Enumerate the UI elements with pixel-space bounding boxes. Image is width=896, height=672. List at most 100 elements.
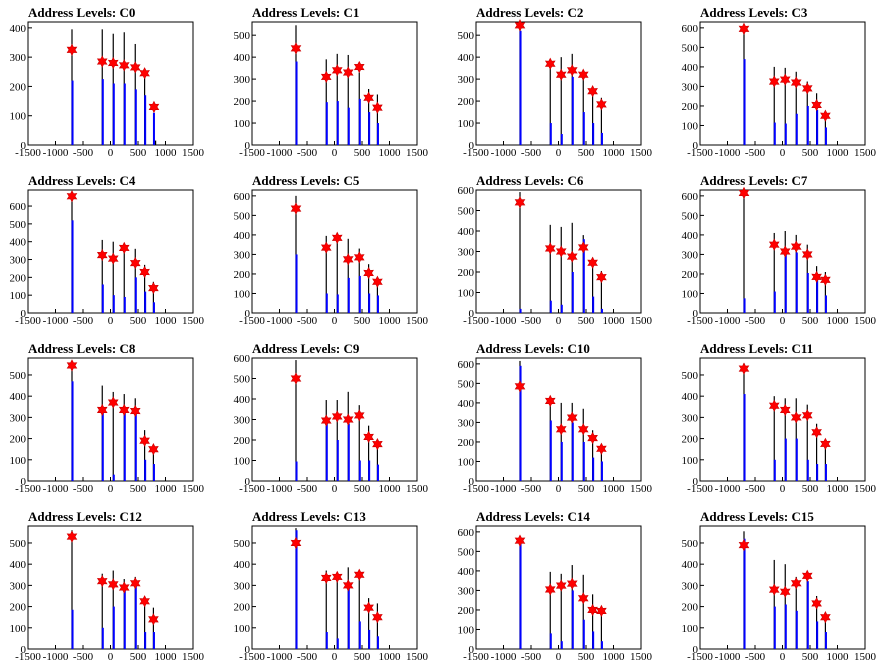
blue-bar: [784, 123, 787, 145]
y-tick-label: 0: [245, 644, 251, 656]
x-tick-label: -500: [745, 651, 766, 663]
black-bar: [152, 281, 154, 313]
blue-bar: [101, 411, 104, 481]
blue-bar: [519, 542, 522, 649]
plot-frame: [475, 357, 642, 482]
blue-bar: [784, 438, 787, 481]
y-tick-label: 200: [458, 96, 475, 108]
x-tick-label: -500: [297, 483, 318, 495]
x-tick-label: -500: [745, 147, 766, 159]
blue-bar: [71, 609, 74, 649]
y-tick-label: 400: [458, 52, 475, 64]
blue-bar: [347, 107, 350, 145]
y-tick-label: 200: [10, 602, 27, 614]
x-tick-label: 0: [780, 315, 786, 327]
chart-title: Address Levels: C8: [28, 341, 136, 356]
blue-bar: [549, 420, 552, 481]
x-tick-label: -1000: [43, 315, 69, 327]
y-tick-label: 100: [682, 288, 699, 300]
peak-marker: [544, 57, 556, 70]
blue-bar: [582, 619, 585, 649]
chart-plot: 0 100 200 300 400 500 600 -1500 -1000 -500 0 500 100…: [234, 189, 429, 327]
blue-bar: [134, 585, 137, 649]
chart-title: Address Levels: C5: [252, 173, 360, 188]
plot-frame: [27, 357, 194, 482]
y-tick-label: 0: [21, 476, 27, 488]
x-tick-label: -500: [521, 651, 542, 663]
x-tick-label: -1000: [267, 651, 293, 663]
black-bar: [824, 612, 826, 649]
x-tick-label: 1000: [155, 147, 178, 159]
chart-plot: 0 100 200 300 400 500 600 -1500 -1000 -500 0 500 100…: [458, 185, 653, 327]
blue-bar: [376, 464, 379, 481]
x-tick-label: 0: [556, 651, 562, 663]
black-bar: [336, 572, 338, 649]
black-bar: [368, 264, 370, 313]
blue-bar: [325, 632, 328, 649]
x-tick-label: -1000: [267, 315, 293, 327]
blue-bar: [368, 112, 371, 145]
y-tick-label: 300: [682, 580, 699, 592]
black-bar: [358, 405, 360, 481]
y-tick-label: 0: [693, 308, 699, 320]
x-tick-label: 500: [130, 315, 147, 327]
y-tick-label: 600: [682, 191, 699, 203]
peak-marker: [353, 60, 365, 74]
blue-bar: [101, 79, 104, 145]
y-tick-label: 200: [10, 272, 27, 284]
chart-plot: 0 100 200 300 400 500 -1500 -1000 -500 0 500 1000 15…: [10, 525, 205, 663]
plot-frame: [27, 189, 194, 314]
black-bar: [336, 232, 338, 313]
chart-plot: 0 100 200 300 400 500 -1500 -1000 -500 0 500 1000 15…: [234, 21, 429, 159]
y-tick-label: 100: [10, 111, 27, 123]
peak-marker: [331, 231, 343, 244]
blue-bar: [600, 308, 603, 313]
x-tick-label: 500: [578, 147, 595, 159]
y-tick-label: 0: [469, 140, 475, 152]
chart-title: Address Levels: C15: [700, 509, 814, 524]
y-tick-label: 0: [245, 308, 251, 320]
black-bar: [325, 235, 327, 313]
x-tick-label: -500: [73, 147, 94, 159]
x-tick-label: -500: [745, 315, 766, 327]
x-tick-label: 0: [556, 315, 562, 327]
blue-bar: [571, 272, 574, 313]
peak-marker: [342, 253, 354, 266]
blue-bar: [71, 220, 74, 313]
x-tick-label: 1000: [827, 483, 850, 495]
y-tick-label: 600: [458, 527, 475, 539]
y-tick-label: 100: [682, 120, 699, 132]
y-tick-label: 300: [682, 249, 699, 261]
y-tick-label: 500: [458, 546, 475, 558]
black-bar: [112, 241, 114, 313]
x-tick-label: -1500: [15, 651, 41, 663]
peak-marker: [320, 414, 332, 427]
blue-bar: [152, 302, 155, 313]
x-tick-label: 1500: [406, 315, 429, 327]
x-tick-label: 1500: [630, 315, 653, 327]
y-tick-label: 400: [682, 62, 699, 74]
y-tick-label: 300: [10, 52, 27, 64]
y-tick-label: 500: [682, 210, 699, 222]
blue-bar: [600, 132, 603, 145]
x-tick-label: -1500: [239, 651, 265, 663]
peak-marker: [129, 61, 141, 74]
chart-title: Address Levels: C6: [476, 173, 584, 188]
x-tick-label: 0: [332, 147, 338, 159]
chart-title: Address Levels: C10: [476, 341, 590, 356]
y-tick-label: 0: [693, 140, 699, 152]
x-tick-label: 0: [332, 651, 338, 663]
peak-marker: [96, 574, 108, 588]
black-bar: [560, 57, 562, 146]
blue-bar: [824, 127, 827, 145]
blue-bar: [743, 538, 746, 649]
y-tick-label: 0: [245, 140, 251, 152]
blue-bar: [824, 295, 827, 313]
chart-title: Address Levels: C3: [700, 5, 808, 20]
y-tick-label: 400: [234, 230, 251, 242]
peak-marker: [107, 396, 119, 409]
peak-marker: [96, 248, 108, 262]
peak-marker: [544, 394, 556, 408]
x-tick-label: 500: [130, 483, 147, 495]
chart-plot: 0 100 200 300 400 -1500 -1000 -500 0 500 1000 1500: [10, 21, 205, 159]
